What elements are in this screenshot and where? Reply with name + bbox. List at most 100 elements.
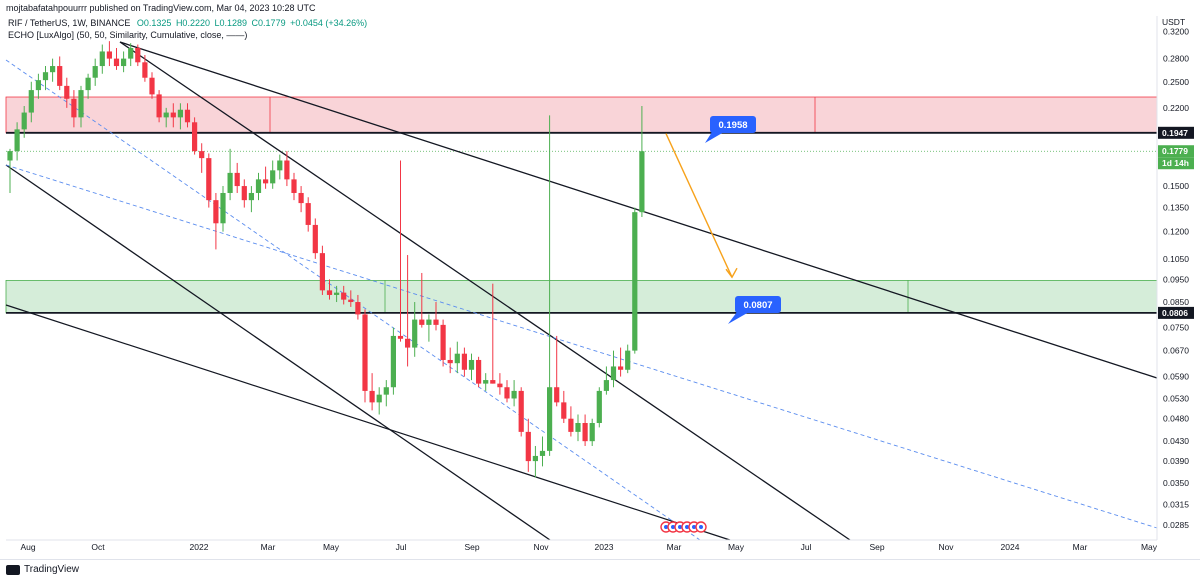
x-tick-label: Sep	[869, 542, 884, 552]
symbol-label[interactable]: RIF / TetherUS, 1W, BINANCE	[8, 18, 131, 28]
callout-pointer	[728, 312, 749, 324]
price-callout-label: 0.0807	[743, 300, 772, 311]
candle-up	[14, 129, 20, 152]
x-tick-label: Nov	[533, 542, 549, 552]
candle-up	[35, 80, 41, 91]
candle-down	[241, 186, 247, 201]
candle-up	[547, 387, 553, 451]
x-tick-label: May	[1141, 542, 1158, 552]
candle-down	[419, 319, 425, 325]
candle-down	[397, 335, 404, 339]
callout-pointer	[705, 132, 724, 143]
x-tick-label: 2022	[190, 542, 209, 552]
y-tick-label: 0.0850	[1163, 297, 1189, 307]
candle-up	[21, 112, 27, 130]
y-tick-label: 0.0390	[1163, 456, 1189, 466]
price-tag-resistance: 0.1947	[1162, 128, 1188, 138]
high-value: H0.2220	[175, 18, 210, 28]
ohlc-values: O0.1325 H0.2220 L0.1289 C0.1779 +0.0454 …	[137, 18, 369, 28]
y-tick-label: 0.0285	[1163, 520, 1189, 530]
candle-up	[177, 109, 183, 118]
candle-down	[319, 253, 325, 291]
candle-down	[206, 158, 212, 201]
candle-up	[412, 319, 418, 348]
legend-row-indicator[interactable]: ECHO [LuxAlgo] (50, 50, Similarity, Cumu…	[8, 30, 248, 40]
candle-down	[504, 387, 510, 399]
x-tick-label: Oct	[91, 542, 105, 552]
candle-up	[50, 66, 56, 73]
candle-up	[255, 179, 262, 193]
event-flag-icon-dot	[692, 525, 696, 529]
candle-down	[518, 390, 524, 432]
candle-down	[156, 94, 162, 118]
candle-down	[341, 292, 347, 300]
candle-down	[192, 122, 198, 152]
footer-bar: TradingView	[0, 559, 1200, 579]
candle-down	[284, 160, 290, 180]
candle-down	[263, 179, 269, 184]
candle-down	[497, 383, 503, 388]
price-tag-current-bg	[1158, 145, 1194, 158]
y-tick-label: 0.1500	[1163, 181, 1189, 191]
price-tag-support: 0.0806	[1162, 308, 1188, 318]
candle-up	[277, 160, 283, 171]
candle-up	[426, 319, 432, 325]
candle-down	[618, 366, 624, 370]
x-tick-label: Mar	[1073, 542, 1088, 552]
dashed-trendline	[5, 164, 1158, 529]
candle-down	[213, 200, 219, 224]
projection-arrowhead	[725, 267, 738, 279]
x-tick-label: Mar	[667, 542, 682, 552]
candle-up	[539, 450, 546, 456]
y-tick-label: 0.0350	[1163, 478, 1189, 488]
candle-up	[248, 192, 254, 201]
candle-down	[440, 324, 446, 360]
candle-down	[113, 58, 120, 67]
candle-up	[390, 335, 396, 388]
y-tick-label: 0.0430	[1163, 436, 1189, 446]
candle-up	[610, 366, 617, 381]
event-flag-icon-dot	[685, 525, 689, 529]
candle-down	[199, 151, 205, 159]
price-tag-support-bg	[1158, 306, 1194, 319]
candle-down	[298, 192, 304, 204]
candle-down	[312, 224, 318, 254]
candle-up	[78, 90, 84, 118]
candle-down	[170, 112, 176, 118]
countdown-tag-bg	[1158, 157, 1194, 170]
x-tick-label: May	[323, 542, 340, 552]
x-tick-label: 2024	[1001, 542, 1020, 552]
x-tick-label: Jul	[396, 542, 407, 552]
candle-up	[270, 170, 276, 184]
candle-down	[433, 319, 439, 325]
trendline	[119, 41, 1158, 379]
y-tick-label: 0.0590	[1163, 372, 1189, 382]
y-tick-label: 0.1350	[1163, 203, 1189, 213]
y-tick-label: 0.1200	[1163, 227, 1189, 237]
candle-down	[355, 302, 361, 315]
candle-down	[525, 431, 531, 462]
brand-name: TradingView	[24, 564, 80, 575]
candle-up	[7, 151, 13, 161]
candle-up	[454, 353, 460, 364]
event-flag-icon-dot	[678, 525, 682, 529]
event-flag-icon-dot	[664, 525, 668, 529]
y-tick-label: 0.2500	[1163, 77, 1189, 87]
candle-up	[625, 350, 631, 370]
candle-down	[568, 418, 574, 432]
y-tick-label: 0.0480	[1163, 414, 1189, 424]
y-tick-label: 0.0315	[1163, 500, 1189, 510]
candle-up	[92, 66, 98, 78]
change-value: +0.0454 (+34.26%)	[290, 18, 368, 28]
trendline	[5, 164, 551, 541]
candle-down	[291, 179, 297, 193]
candle-up	[85, 77, 91, 91]
tradingview-logo[interactable]: TradingView	[6, 564, 79, 575]
candle-down	[142, 62, 148, 78]
projection-arrow	[665, 133, 733, 278]
candle-up	[532, 455, 538, 462]
candle-down	[149, 77, 155, 95]
candle-up	[575, 423, 581, 432]
candle-down	[184, 109, 191, 123]
